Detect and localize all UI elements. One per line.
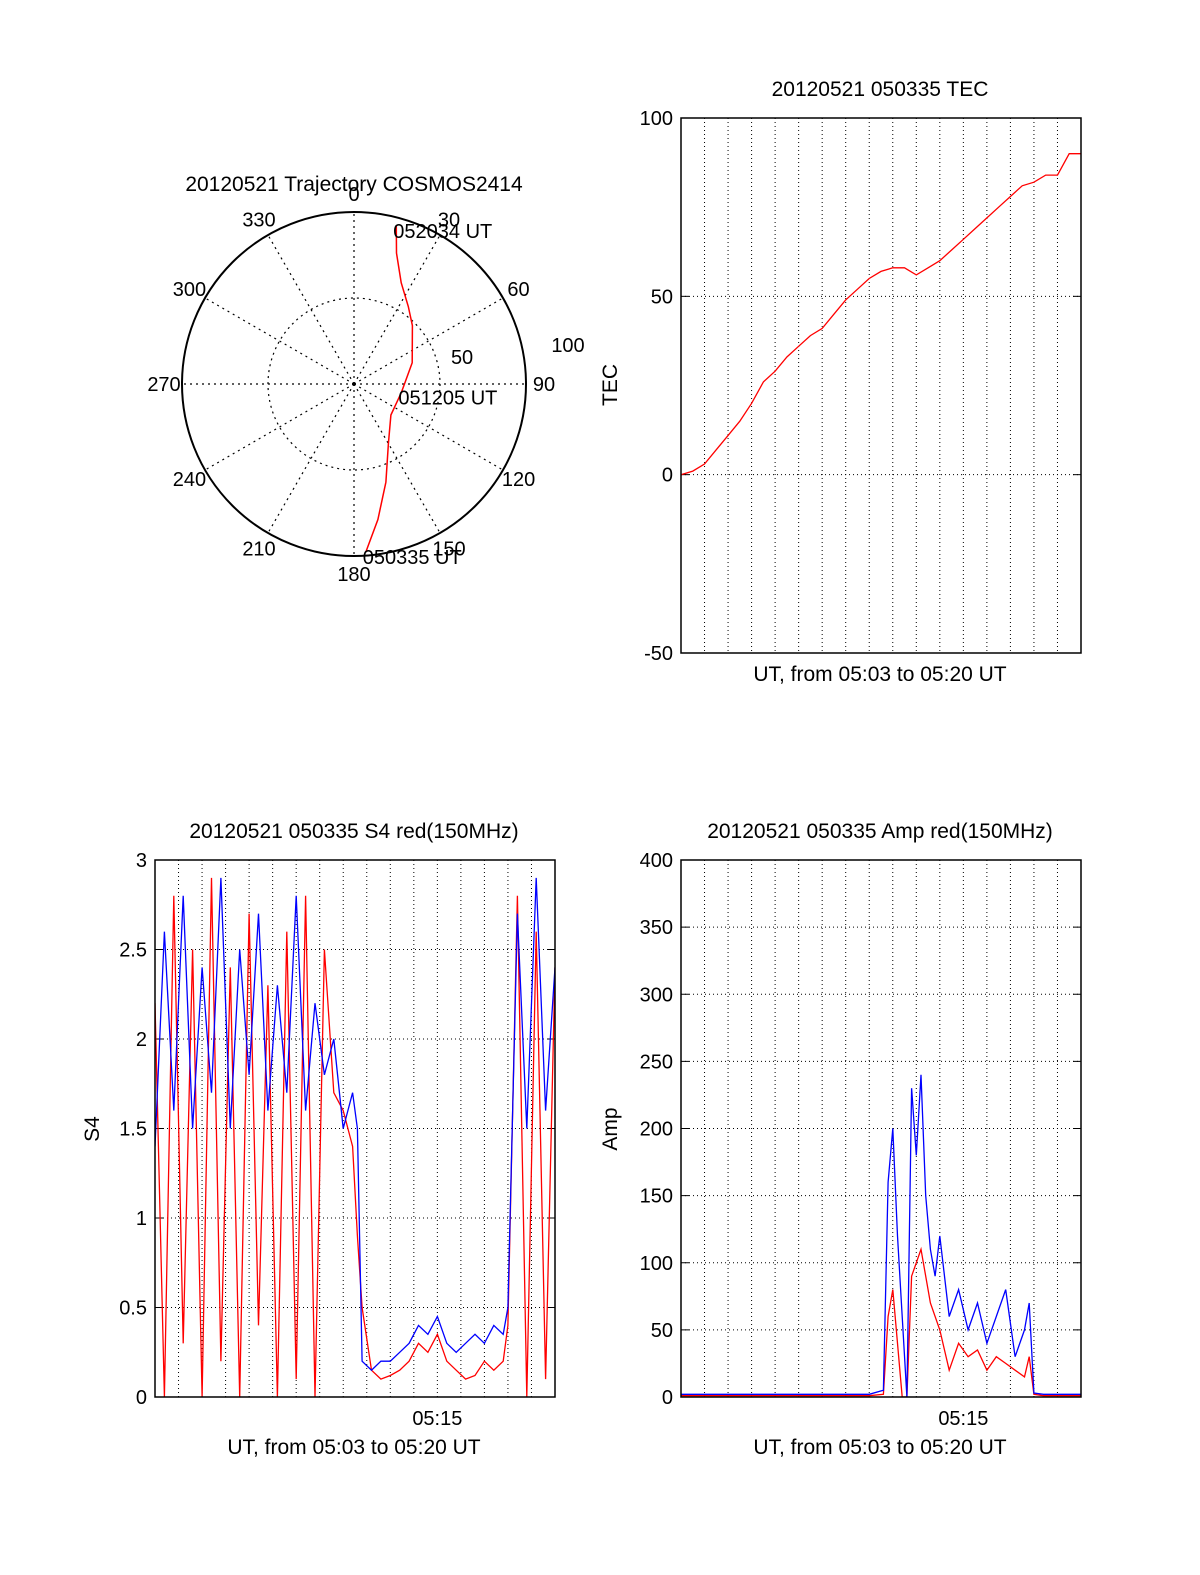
y-tick-label: 300 xyxy=(640,984,673,1006)
amp-xlabel: UT, from 05:03 to 05:20 UT xyxy=(753,1436,1006,1459)
s4-ylabel: S4 xyxy=(81,1116,104,1142)
series-line xyxy=(681,153,1081,476)
plot-frame xyxy=(680,859,1082,1398)
polar-spoke xyxy=(267,383,355,534)
blue-series-line xyxy=(155,877,555,1372)
trajectory-annotations: 052034 UT 051205 UT 050335 UT xyxy=(363,221,498,569)
y-tick-label: 400 xyxy=(640,850,673,872)
polar-angle-label: 210 xyxy=(242,539,275,561)
polar-angle-label: 330 xyxy=(242,209,275,231)
polar-spoke xyxy=(353,383,441,534)
trajectory-polar-plot: 20120521 Trajectory COSMOS2414 0 30 60 90 12… xyxy=(147,173,584,586)
polar-angle-label: 150 xyxy=(432,539,465,561)
trajectory-title: 20120521 Trajectory COSMOS2414 xyxy=(185,173,523,196)
y-tick-label: 1.5 xyxy=(119,1119,147,1141)
blue-series-line xyxy=(681,1074,1081,1397)
polar-spoke xyxy=(267,234,355,385)
polar-spoke xyxy=(353,383,504,471)
polar-angle-label: 30 xyxy=(438,209,460,231)
polar-spoke xyxy=(353,234,441,385)
polar-angle-label: 240 xyxy=(173,469,206,491)
trajectory-time-label: 052034 UT xyxy=(393,221,492,243)
polar-spoke xyxy=(204,297,355,385)
polar-spoke xyxy=(353,297,504,385)
polar-radial-label: 100 xyxy=(551,335,584,357)
y-tick-label: 0 xyxy=(662,465,673,487)
s4-plot: 20120521 050335 S4 red(150MHz) UT, from … xyxy=(81,820,556,1459)
polar-angle-label: 90 xyxy=(533,374,555,396)
plot-frame xyxy=(154,859,556,1398)
y-tick-label: 0 xyxy=(136,1387,147,1409)
polar-radial-label: 50 xyxy=(451,347,473,369)
y-tick-label: 50 xyxy=(651,1320,673,1342)
y-tick-label: 250 xyxy=(640,1051,673,1073)
tec-title: 20120521 050335 TEC xyxy=(772,78,989,101)
tec-ylabel: TEC xyxy=(599,364,622,406)
y-tick-label: 0.5 xyxy=(119,1298,147,1320)
red-series-line xyxy=(681,1246,1081,1397)
y-tick-label: 350 xyxy=(640,917,673,939)
polar-angle-label: 300 xyxy=(173,279,206,301)
y-tick-label: 150 xyxy=(640,1186,673,1208)
plot-frame xyxy=(680,117,1082,654)
polar-angle-label: 0 xyxy=(348,184,359,206)
s4-xlabel: UT, from 05:03 to 05:20 UT xyxy=(227,1436,480,1459)
trajectory-time-label: 051205 UT xyxy=(398,387,497,409)
amp-ylabel: Amp xyxy=(599,1107,622,1150)
y-tick-label: 1 xyxy=(136,1208,147,1230)
x-tick-label: 05:15 xyxy=(938,1408,988,1430)
y-tick-label: 3 xyxy=(136,850,147,872)
polar-outer-circle xyxy=(181,211,527,557)
y-tick-label: 0 xyxy=(662,1387,673,1409)
tec-xlabel: UT, from 05:03 to 05:20 UT xyxy=(753,663,1006,686)
polar-angle-label: 120 xyxy=(502,469,535,491)
polar-angle-label: 270 xyxy=(147,374,180,396)
y-tick-label: -50 xyxy=(644,643,673,665)
trajectory-series xyxy=(365,226,414,553)
polar-angle-label: 60 xyxy=(507,279,529,301)
polar-spoke xyxy=(204,383,355,471)
tec-plot: 20120521 050335 TEC UT, from 05:03 to 05… xyxy=(599,78,1082,686)
y-tick-label: 2 xyxy=(136,1029,147,1051)
y-tick-label: 2.5 xyxy=(119,940,147,962)
amp-plot: 20120521 050335 Amp red(150MHz) UT, from… xyxy=(599,820,1082,1459)
trajectory-time-label: 050335 UT xyxy=(363,547,462,569)
polar-angle-label: 180 xyxy=(337,564,370,586)
y-tick-label: 100 xyxy=(640,108,673,130)
polar-angle-labels: 0 30 60 90 120 150 180 210 240 270 300 330 50 100 xyxy=(147,184,584,586)
y-tick-label: 200 xyxy=(640,1119,673,1141)
x-tick-label: 05:15 xyxy=(412,1408,462,1430)
polar-grid xyxy=(181,211,527,557)
trajectory-line xyxy=(365,226,414,553)
y-tick-label: 100 xyxy=(640,1253,673,1275)
red-series-line xyxy=(155,877,555,1397)
amp-title: 20120521 050335 Amp red(150MHz) xyxy=(707,820,1053,843)
y-tick-label: 50 xyxy=(651,286,673,308)
s4-title: 20120521 050335 S4 red(150MHz) xyxy=(189,820,518,843)
